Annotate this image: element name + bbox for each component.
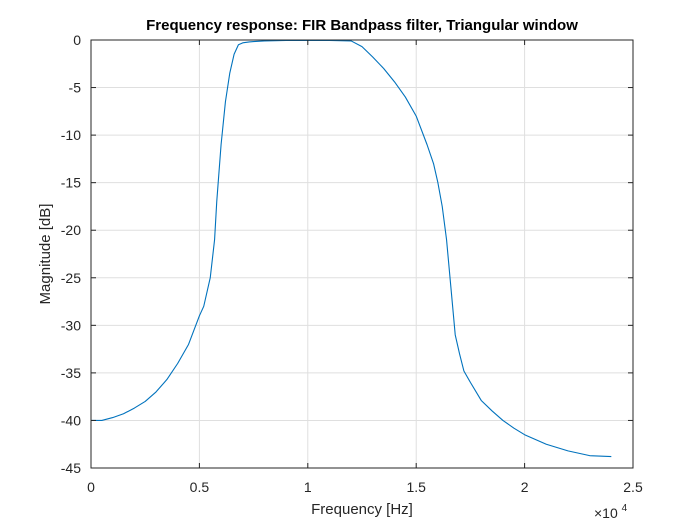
ticks <box>90 39 634 469</box>
axes-box <box>90 39 634 469</box>
x-axis-exponent: ×10 4 <box>594 503 628 521</box>
y-tick-label: -10 <box>61 127 81 143</box>
x-tick-label: 0 <box>87 479 95 495</box>
x-tick-label: 1 <box>304 479 312 495</box>
y-tick-label: -5 <box>69 80 82 96</box>
x-axis-label: Frequency [Hz] <box>311 501 413 518</box>
x-tick-label: 0.5 <box>190 479 210 495</box>
y-axis-label: Magnitude [dB] <box>37 204 54 305</box>
y-tick-label: -20 <box>61 222 81 238</box>
x-tick-label: 2 <box>521 479 529 495</box>
x-tick-label: 2.5 <box>623 479 643 495</box>
y-tick-label: -30 <box>61 317 81 333</box>
y-tick-label: -45 <box>61 460 81 476</box>
y-tick-label: -40 <box>61 412 81 428</box>
y-tick-label: -15 <box>61 175 81 191</box>
y-tick-label: -35 <box>61 365 81 381</box>
tick-labels: 0 0.5 1 1.5 2 2.5 0 -5 -10 -15 -20 -25 -30 -35 -40 -45 <box>61 32 643 495</box>
x-axis-exponent-power: 4 <box>622 503 628 514</box>
x-axis-exponent-base: ×10 <box>594 505 618 521</box>
plot-area-background <box>91 40 633 468</box>
x-tick-label: 1.5 <box>406 479 426 495</box>
y-tick-label: -25 <box>61 270 81 286</box>
y-tick-label: 0 <box>73 32 81 48</box>
chart-title: Frequency response: FIR Bandpass filter,… <box>146 17 578 34</box>
